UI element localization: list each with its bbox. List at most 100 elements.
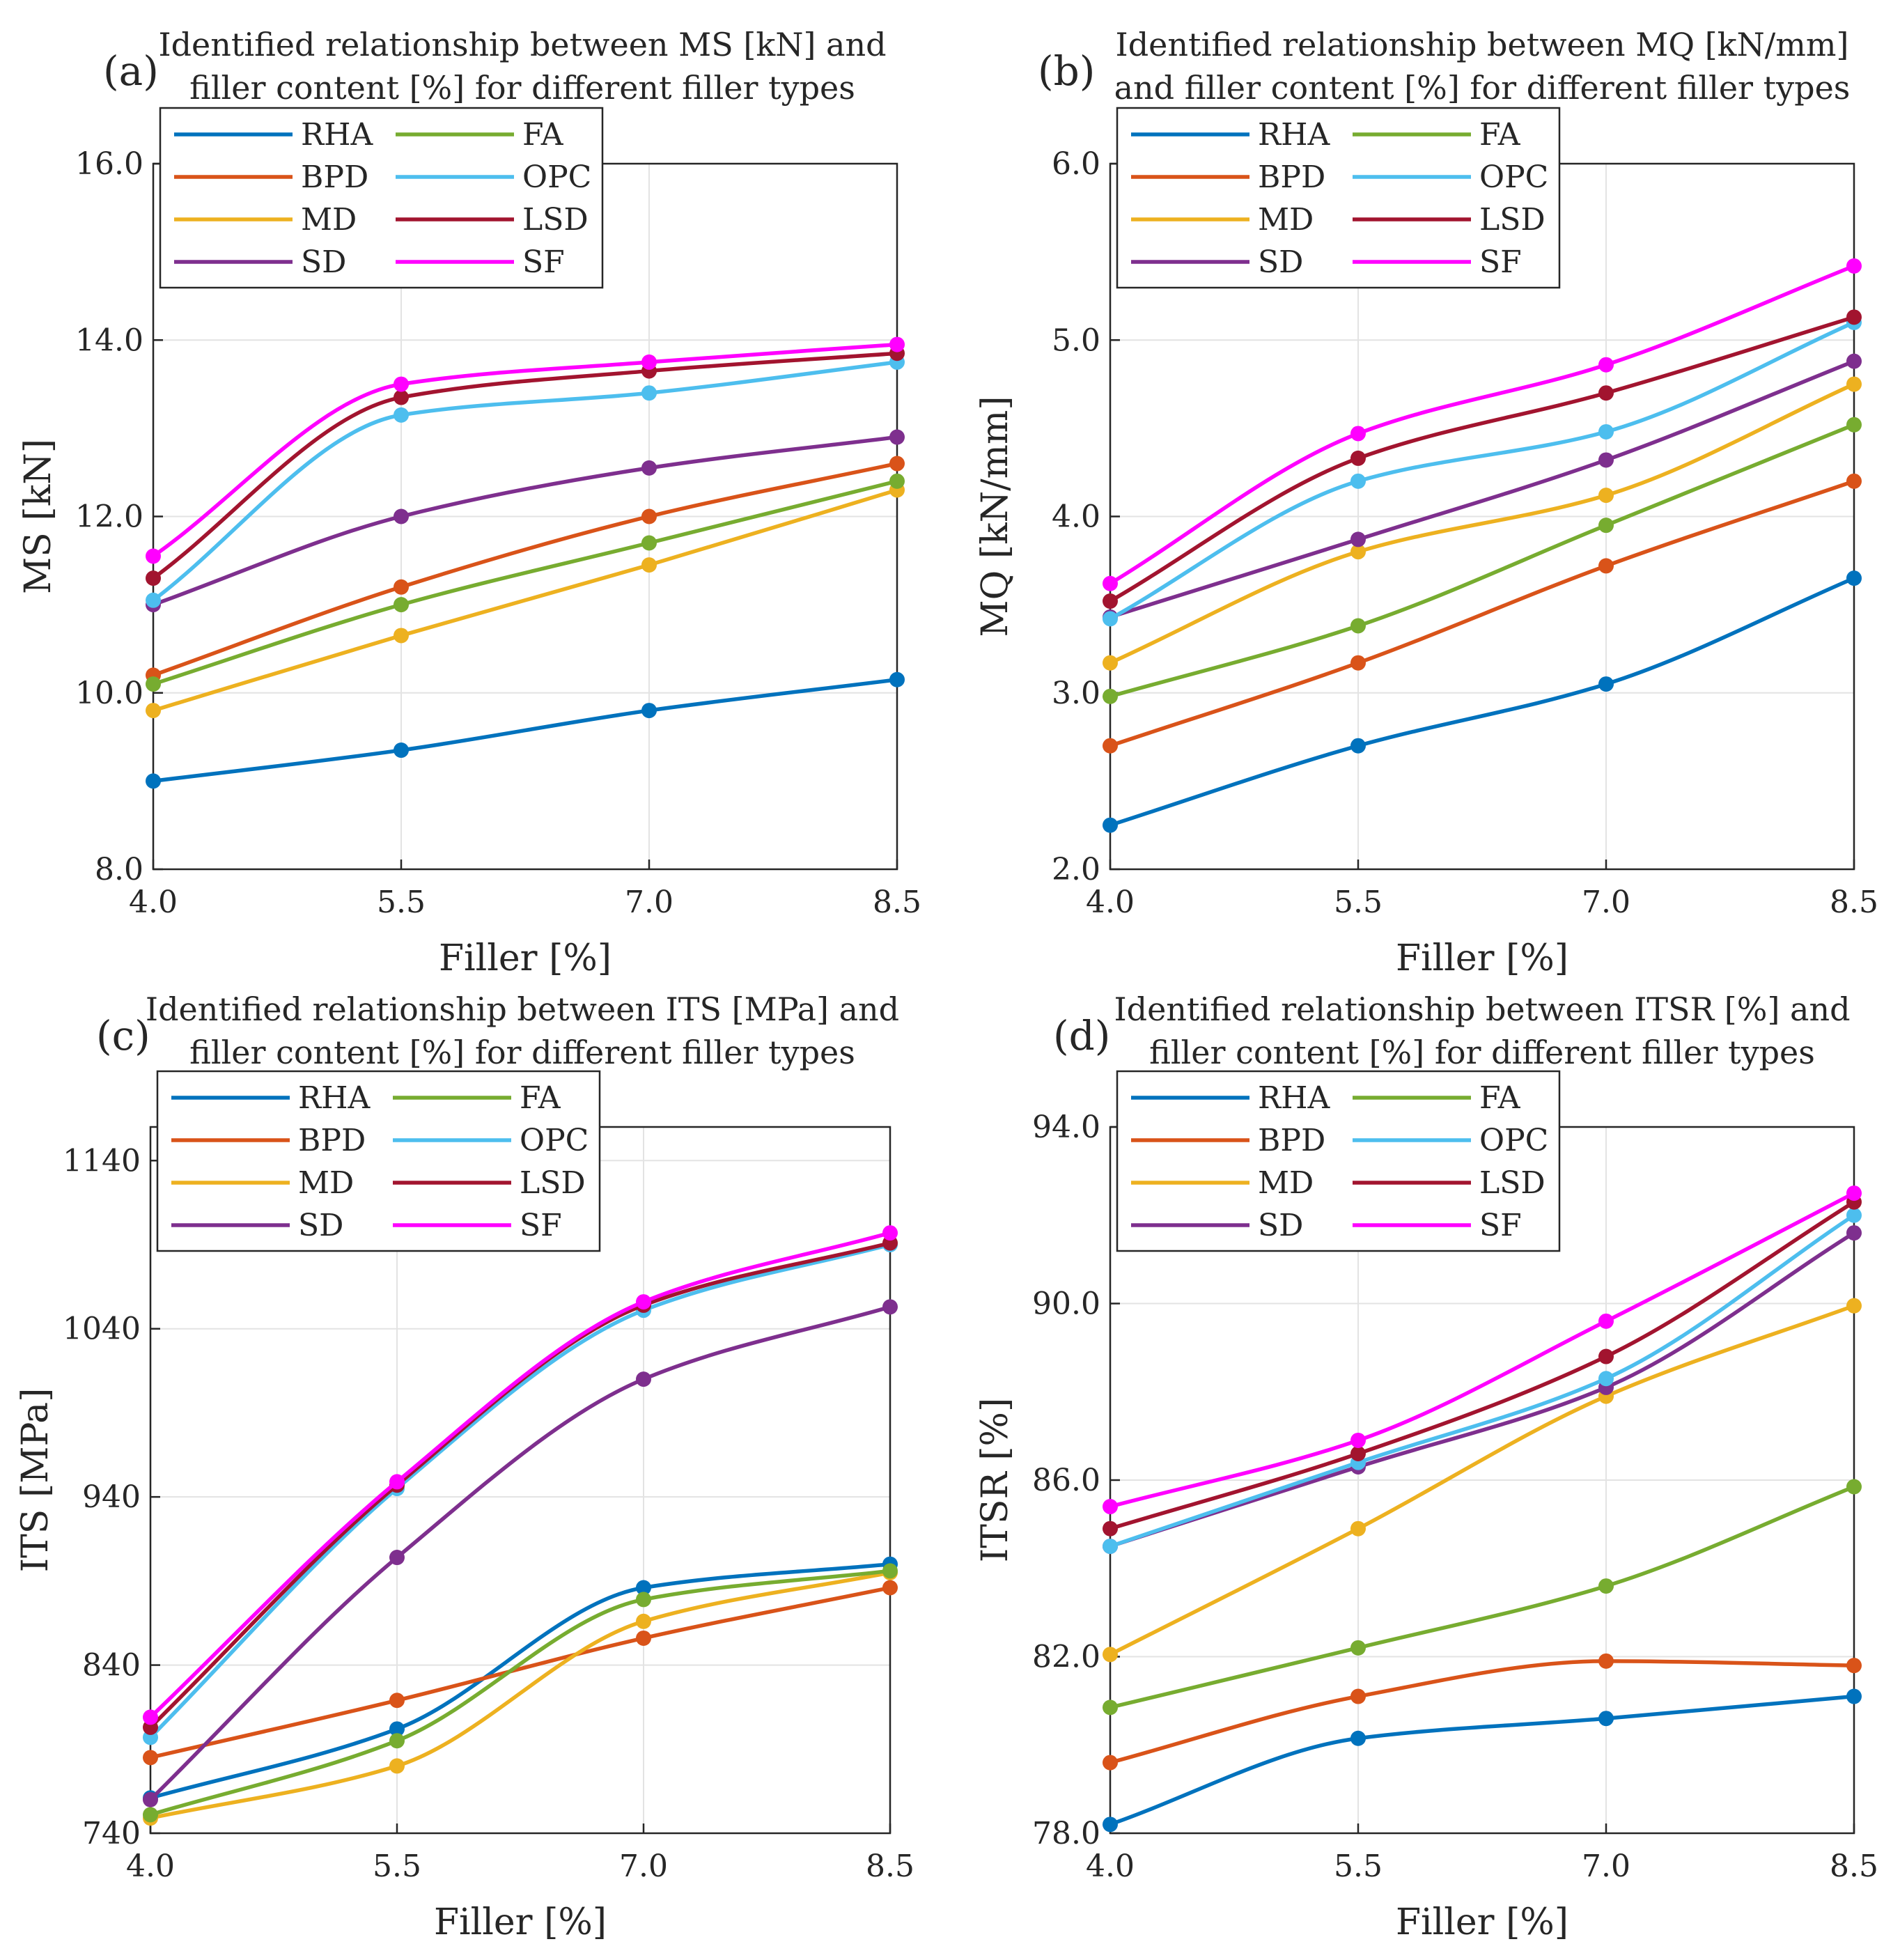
y-tick-label: 940: [82, 1479, 141, 1515]
series-line-sd: [148, 1305, 892, 1802]
data-point-rha: [1846, 1688, 1862, 1704]
series-line-lsd: [151, 351, 899, 580]
data-point-fa: [1350, 1640, 1366, 1656]
x-axis-label: Filler [%]: [1396, 938, 1568, 979]
legend-label-rha: RHA: [1258, 1080, 1331, 1116]
series-line-opc: [1108, 1213, 1856, 1548]
data-point-md: [1846, 376, 1862, 392]
legend-label-md: MD: [1258, 202, 1314, 238]
y-tick-label: 5.0: [1052, 322, 1100, 358]
legend-label-lsd: LSD: [520, 1165, 586, 1201]
series-group: [146, 336, 905, 789]
data-point-bpd: [1598, 1653, 1614, 1669]
data-point-opc: [1598, 423, 1614, 440]
legend-box: [1116, 107, 1561, 289]
series-line-fa: [1108, 1484, 1856, 1710]
data-point-sd: [1350, 531, 1366, 547]
series-line-sf: [1108, 1191, 1856, 1509]
y-tick-label: 4.0: [1052, 499, 1100, 535]
x-tick-label: 8.5: [866, 1849, 914, 1884]
y-axis-label: MS [kN]: [17, 439, 59, 594]
legend-label-sd: SD: [301, 244, 346, 280]
chart-title-line: filler content [%] for different filler …: [189, 69, 855, 107]
legend-label-fa: FA: [522, 117, 564, 153]
y-axis-label: MQ [kN/mm]: [974, 396, 1016, 637]
series-line-md: [151, 488, 899, 713]
chart-panel-b: 4.0 5.5 7.0 8.5 2.0 3.0 4.0 5.0 6.0 Filler [%] MQ …: [974, 26, 1878, 979]
data-point-rha: [1598, 1711, 1614, 1727]
data-point-sf: [143, 1709, 158, 1725]
series-line-md: [1108, 382, 1856, 665]
data-point-bpd: [1846, 473, 1862, 489]
legend-label-md: MD: [298, 1165, 354, 1201]
x-tick-label: 8.5: [1830, 1849, 1878, 1884]
data-point-fa: [882, 1563, 898, 1579]
data-point-sd: [889, 429, 905, 445]
data-point-sf: [882, 1225, 898, 1241]
legend-label-fa: FA: [520, 1080, 561, 1116]
data-point-rha: [1103, 1817, 1118, 1833]
data-point-sf: [146, 548, 161, 564]
data-point-fa: [143, 1807, 158, 1823]
data-point-md: [1846, 1298, 1862, 1314]
panel-label: (c): [96, 1012, 150, 1059]
data-point-sf: [889, 336, 905, 352]
data-point-sf: [1103, 1499, 1118, 1515]
data-point-lsd: [146, 570, 161, 586]
x-tick-label: 4.0: [1086, 1849, 1135, 1884]
data-point-rha: [889, 671, 905, 687]
data-point-sf: [1598, 1313, 1614, 1329]
series-line-fa: [148, 1569, 892, 1817]
legend-label-bpd: BPD: [1258, 1123, 1325, 1158]
y-tick-label: 3.0: [1052, 676, 1100, 711]
series-line-lsd: [1108, 315, 1856, 603]
data-point-sd: [641, 460, 657, 476]
data-point-fa: [641, 535, 657, 551]
chart-title-line: and filler content [%] for different fil…: [1114, 69, 1851, 107]
x-tick-label: 7.0: [1582, 1849, 1630, 1884]
data-point-lsd: [1598, 1348, 1614, 1364]
y-tick-label: 10.0: [75, 676, 143, 711]
legend: RHA FA BPD OPC MD LSD SD SF: [156, 1070, 601, 1252]
legend-label-md: MD: [301, 202, 357, 238]
x-tick-label: 5.5: [1334, 1849, 1383, 1884]
data-point-sf: [1598, 357, 1614, 373]
legend-label-md: MD: [1258, 1165, 1314, 1201]
chart-title-line: Identified relationship between ITSR [%]…: [1114, 990, 1850, 1028]
legend-label-lsd: LSD: [1479, 202, 1545, 238]
series-line-rha: [1108, 1694, 1856, 1827]
data-point-lsd: [1103, 593, 1118, 609]
series-line-opc: [148, 1243, 892, 1740]
data-point-sd: [394, 508, 409, 524]
data-point-bpd: [1103, 738, 1118, 754]
series-line-rha: [148, 1562, 892, 1800]
series-group: [1103, 1185, 1862, 1833]
data-point-sf: [1350, 426, 1366, 442]
data-point-sd: [1598, 452, 1614, 468]
data-point-fa: [889, 473, 905, 489]
data-point-md: [641, 557, 657, 573]
series-group: [1103, 258, 1862, 833]
y-tick-label: 740: [82, 1816, 141, 1851]
legend-label-sf: SF: [1479, 1208, 1522, 1243]
data-point-lsd: [1103, 1520, 1118, 1537]
series-line-rha: [151, 678, 899, 784]
data-point-bpd: [889, 456, 905, 472]
data-point-sd: [882, 1299, 898, 1315]
data-point-rha: [636, 1580, 651, 1596]
data-point-md: [389, 1758, 405, 1774]
data-point-md: [636, 1613, 651, 1629]
data-point-fa: [1598, 518, 1614, 534]
series-line-md: [1108, 1303, 1856, 1657]
legend-label-rha: RHA: [298, 1080, 371, 1116]
data-point-sf: [1103, 575, 1118, 591]
series-line-bpd: [148, 1585, 892, 1760]
series-line-sf: [151, 342, 899, 559]
data-point-sd: [1846, 353, 1862, 369]
chart-title-line: filler content [%] for different filler …: [189, 1034, 855, 1071]
panel-label: (b): [1038, 47, 1095, 95]
legend-label-opc: OPC: [520, 1123, 589, 1158]
legend-box: [156, 1070, 601, 1252]
data-point-opc: [146, 592, 161, 608]
